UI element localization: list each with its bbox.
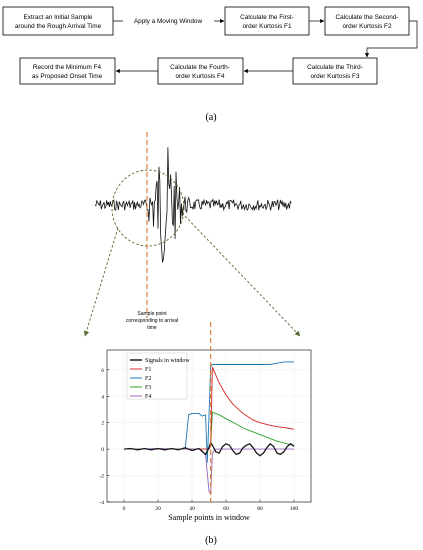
box-second-order-line1: Calculate the Second- (336, 14, 399, 21)
plot-frame (106, 349, 312, 503)
box-first-order-line1: Calculate the First- (240, 14, 294, 21)
box-fourth-order (157, 57, 244, 85)
box-extract-sample-line2: around the Rough Arrival Time (15, 23, 102, 30)
box-fourth-order-line2: order Kurtosis F4 (175, 73, 224, 80)
annotation-line1: Sample point (137, 311, 167, 317)
box-third-order-line2: order Kurtosis F3 (310, 73, 359, 80)
y-tick-label: 2 (101, 421, 104, 427)
legend-entry-f3: F3 (145, 385, 151, 391)
x-tick-label: 80 (257, 506, 263, 512)
legend-entry-f2: F2 (145, 376, 151, 382)
y-tick-label: 4 (101, 394, 104, 400)
y-tick-label: -2 (99, 474, 104, 480)
annotation-line2: corresponding to arrival (126, 318, 178, 324)
y-tick-label: 6 (101, 368, 104, 374)
y-tick-label: 0 (101, 447, 104, 453)
box-extract-sample-line1: Extract an Initial Sample (24, 14, 93, 21)
flowchart: Extract an Initial Sample around the Rou… (2, 6, 418, 85)
seismic-waveform (94, 147, 292, 263)
box-record-minimum-line2: as Proposed Onset Time (32, 73, 103, 80)
box-second-order (324, 6, 410, 36)
arrow-b3-b4 (364, 20, 418, 58)
legend-entry-signal: Signals in window (145, 358, 190, 364)
edge-label-moving-window: Apply a Moving Window (134, 18, 203, 25)
box-third-order-line1: Calculate the Third- (307, 64, 363, 71)
edge-label-bg (123, 15, 214, 26)
box-first-order (224, 6, 310, 36)
legend-entry-f1: F1 (145, 367, 151, 373)
box-record-minimum (19, 57, 116, 85)
box-extract-sample (2, 6, 114, 36)
caption-a: (a) (205, 112, 216, 123)
x-tick-label: 60 (223, 506, 229, 512)
y-tick-label: -4 (99, 500, 104, 506)
x-tick-label: 20 (155, 506, 161, 512)
box-fourth-order-line1: Calculate the Fourth- (170, 64, 230, 71)
x-tick-label: 0 (123, 506, 126, 512)
box-first-order-line2: order Kurtosis F1 (242, 23, 291, 30)
kurtosis-chart: 0 20 40 60 80 100 -4 -2 0 2 4 6 Sample points in win… (99, 322, 312, 522)
caption-b: (b) (205, 535, 217, 546)
legend-entry-f4: F4 (145, 394, 151, 400)
zoom-ellipse (111, 169, 185, 247)
x-tick-label: 40 (189, 506, 195, 512)
series-line-signal (123, 441, 295, 457)
annotation-line3: time (147, 325, 157, 331)
box-second-order-line2: order Kurtosis F2 (342, 23, 391, 30)
zoom-guide-right (181, 212, 301, 337)
x-tick-label: 100 (290, 506, 299, 512)
box-record-minimum-line1: Record the Minimum F4 (33, 64, 102, 71)
zoom-guide-left (83, 227, 119, 337)
waveform (94, 132, 292, 318)
x-axis-label: Sample points in window (168, 513, 250, 522)
box-third-order (292, 57, 378, 85)
